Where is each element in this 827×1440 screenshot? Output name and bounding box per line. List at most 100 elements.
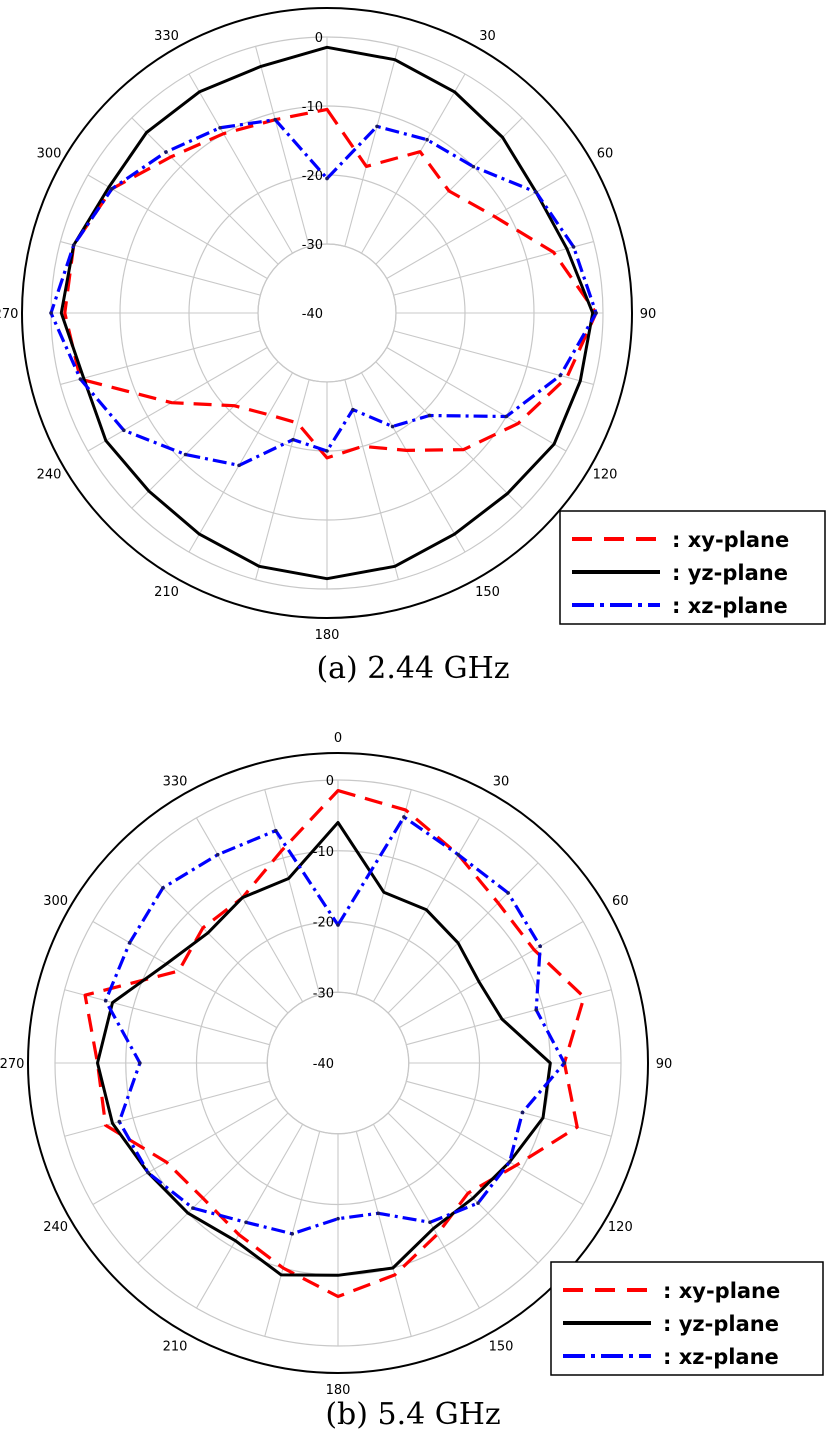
grid-spoke xyxy=(188,372,293,553)
angle-tick-label: 120 xyxy=(593,468,618,483)
series-point xyxy=(325,176,329,181)
legend: : xy-plane : yz-plane : xz-plane xyxy=(550,1261,824,1376)
series-point xyxy=(375,124,379,129)
grid-spoke xyxy=(361,73,466,254)
grid-spoke xyxy=(375,361,523,509)
legend-label: : xz-plane xyxy=(663,1345,779,1369)
angle-tick-label: 330 xyxy=(163,775,188,790)
angle-tick-label: 0 xyxy=(323,0,331,1)
series-point xyxy=(122,428,126,433)
grid-spoke xyxy=(406,989,612,1046)
grid-spoke xyxy=(64,1080,270,1137)
legend-box xyxy=(550,1261,824,1376)
series-point xyxy=(164,150,168,154)
radial-tick-label: -40 xyxy=(302,307,323,322)
grid-spoke xyxy=(188,73,293,254)
grid-spoke xyxy=(137,1112,289,1264)
grid-ring xyxy=(257,243,397,383)
angle-tick-label: 60 xyxy=(612,894,629,909)
series-point xyxy=(336,923,340,927)
series-point xyxy=(471,164,476,169)
grid-spoke xyxy=(393,241,594,296)
angle-tick-label: 240 xyxy=(37,468,62,483)
radial-tick-label: -30 xyxy=(302,238,323,253)
legend-label: : xy-plane xyxy=(663,1279,780,1303)
grid-spoke xyxy=(92,1097,278,1205)
series-point xyxy=(594,311,598,315)
polar-chart-1: 03060901201501802102402703003300-10-20-3… xyxy=(0,0,826,686)
grid-spoke xyxy=(87,174,268,279)
angle-tick-label: 90 xyxy=(640,307,657,322)
series-point xyxy=(161,886,165,890)
series-line-xyplane xyxy=(83,789,586,1299)
grid-spoke xyxy=(406,1080,612,1137)
angle-tick-label: 30 xyxy=(479,29,496,44)
legend-label: : yz-plane xyxy=(663,1312,779,1336)
grid-spoke xyxy=(355,1131,412,1337)
series-point xyxy=(117,1119,122,1124)
grid-ring xyxy=(266,991,410,1135)
grid-spoke xyxy=(393,330,594,385)
grid-spoke xyxy=(131,117,279,265)
series-point xyxy=(78,377,83,381)
angle-tick-label: 210 xyxy=(163,1339,188,1354)
angle-tick-label: 330 xyxy=(154,29,179,44)
series-point xyxy=(520,1110,525,1115)
grid-spoke xyxy=(255,379,310,580)
polar-chart-2: 0 30 60 90 120 150 180 210 240 270 300 330 0 -10 -20 -3… xyxy=(0,731,824,1432)
figure-caption: (b) 5.4 GHz xyxy=(325,1397,500,1432)
angle-tick-label: 270 xyxy=(0,1057,24,1072)
series-point xyxy=(183,452,188,457)
series-point xyxy=(244,1220,248,1225)
grid-spoke xyxy=(372,1123,480,1309)
series-point xyxy=(237,463,241,468)
figure-caption: (a) 2.44 GHz xyxy=(316,651,509,686)
angle-tick-label: 210 xyxy=(154,585,179,600)
legend: : xy-plane: yz-plane: xz-plane xyxy=(559,510,826,625)
grid-spoke xyxy=(64,989,270,1046)
series-point xyxy=(376,1211,381,1216)
legend-label: : yz-plane xyxy=(672,561,788,585)
series-point xyxy=(538,944,542,949)
grid-spoke xyxy=(264,789,321,995)
outer-ring xyxy=(27,752,649,1374)
grid-spoke xyxy=(92,921,278,1029)
grid-spoke xyxy=(196,1123,304,1309)
grid-spoke xyxy=(387,1112,539,1264)
angle-tick-label: 120 xyxy=(608,1220,633,1235)
series-point xyxy=(291,437,295,442)
radial-tick-label: -20 xyxy=(313,916,334,931)
series-point xyxy=(218,125,222,130)
radial-tick-label: -30 xyxy=(313,986,334,1001)
series-point xyxy=(215,852,220,857)
grid-spoke xyxy=(344,379,399,580)
series-point xyxy=(351,407,355,412)
grid-spoke xyxy=(196,817,304,1003)
angle-tick-label: 90 xyxy=(656,1057,673,1072)
series-point xyxy=(402,815,406,819)
series-point xyxy=(476,1201,480,1205)
series-point xyxy=(571,245,576,249)
series-point xyxy=(336,1216,340,1221)
outer-ring xyxy=(21,7,633,619)
angle-tick-label: 300 xyxy=(43,894,68,909)
series-point xyxy=(507,1160,512,1164)
legend-label: : xz-plane xyxy=(672,594,788,618)
angle-tick-label: 0 xyxy=(334,731,342,746)
grid-spoke xyxy=(387,862,539,1014)
grid-spoke xyxy=(361,372,466,553)
series-line-yzplane xyxy=(96,821,552,1277)
series-line-xzplane xyxy=(49,118,598,467)
series-point xyxy=(427,413,432,418)
angle-tick-label: 150 xyxy=(475,585,500,600)
series-point xyxy=(562,1061,567,1065)
series-point xyxy=(506,891,510,895)
grid-ring xyxy=(257,243,397,383)
radial-tick-label: -20 xyxy=(302,169,323,184)
grid-ring xyxy=(266,991,410,1135)
series-point xyxy=(558,373,563,378)
grid-spoke xyxy=(344,46,399,247)
series-point xyxy=(191,1206,195,1210)
grid-spoke xyxy=(60,241,261,296)
